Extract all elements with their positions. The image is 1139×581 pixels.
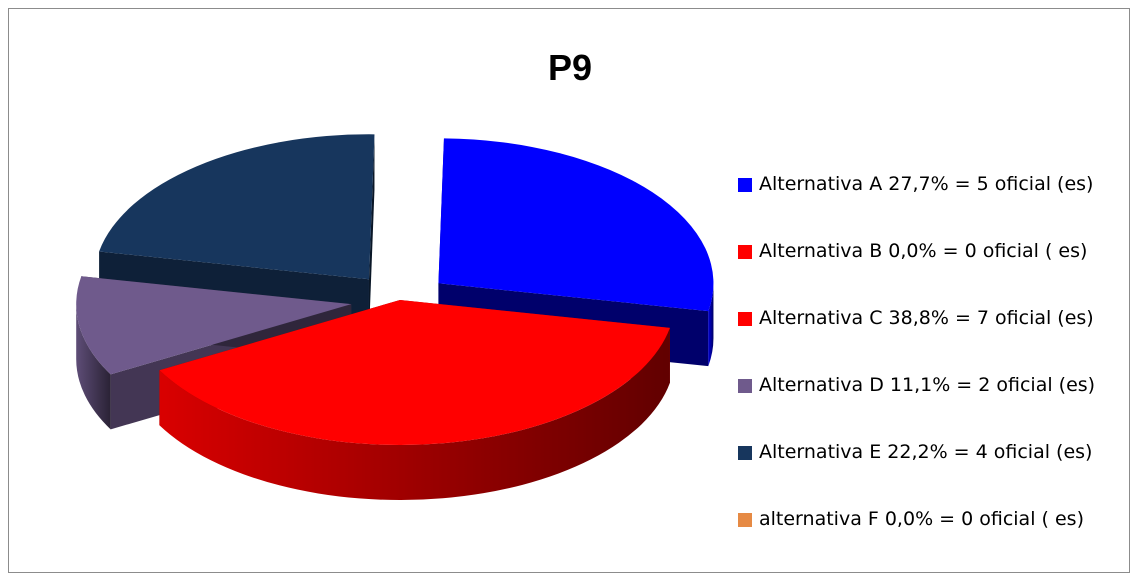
legend-swatch: [738, 178, 752, 192]
legend-item-3: Alternativa C 38,8% = 7 oficial (es): [738, 307, 1094, 329]
pie-slice-top: [76, 276, 352, 375]
legend-label: alternativa F 0,0% = 0 oficial ( es): [759, 508, 1084, 530]
legend: Alternativa A 27,7% = 5 oficial (es) Alte…: [738, 173, 1095, 530]
pie-layer: [76, 134, 714, 501]
legend-label: Alternativa A 27,7% = 5 oficial (es): [759, 173, 1093, 195]
pie-slice-top: [159, 300, 670, 446]
legend-swatch: [738, 312, 752, 326]
legend-label: Alternativa D 11,1% = 2 oficial (es): [759, 374, 1095, 396]
legend-item-4: Alternativa D 11,1% = 2 oficial (es): [738, 374, 1095, 396]
legend-item-6: alternativa F 0,0% = 0 oficial ( es): [738, 508, 1084, 530]
legend-label: Alternativa E 22,2% = 4 oficial (es): [759, 441, 1092, 463]
pie-slice-side: [368, 134, 375, 335]
legend-swatch: [738, 379, 752, 393]
pie-slice-wall: [76, 304, 111, 430]
legend-swatch: [738, 446, 752, 460]
pie-slice-3: [159, 300, 670, 501]
legend-item-5: Alternativa E 22,2% = 4 oficial (es): [738, 441, 1092, 463]
legend-swatch: [738, 245, 752, 259]
pie-slice-top: [438, 138, 714, 312]
legend-label: Alternativa B 0,0% = 0 oficial ( es): [759, 240, 1087, 262]
legend-label: Alternativa C 38,8% = 7 oficial (es): [759, 307, 1094, 329]
pie-slice-top: [99, 134, 375, 280]
pie-slice-wall: [708, 283, 714, 367]
chart-title: P9: [548, 47, 592, 88]
pie-slice-wall: [159, 327, 670, 501]
legend-swatch: [738, 513, 752, 527]
legend-item-1: Alternativa A 27,7% = 5 oficial (es): [738, 173, 1093, 195]
legend-item-2: Alternativa B 0,0% = 0 oficial ( es): [738, 240, 1087, 262]
